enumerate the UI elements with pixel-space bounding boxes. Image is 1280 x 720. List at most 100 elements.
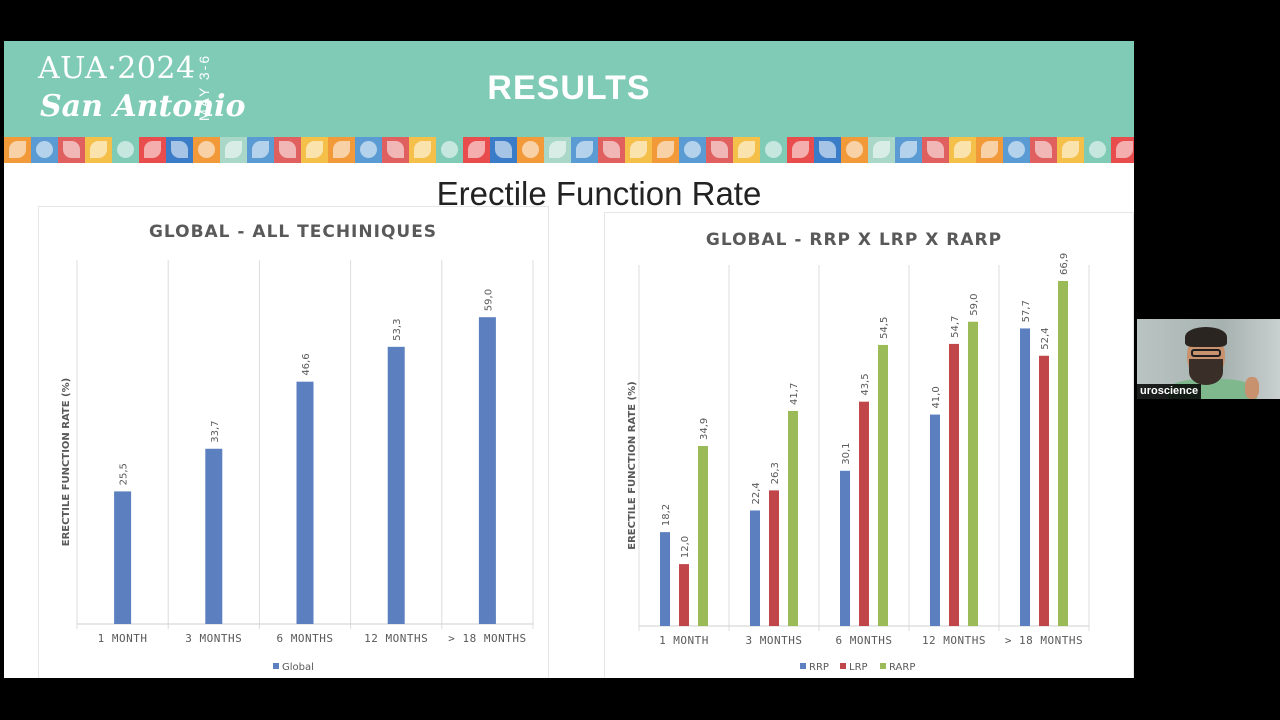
y-axis-label: ERECTILE FUNCTION RATE (%) — [627, 381, 638, 549]
x-tick-label: 12 MONTHS — [922, 634, 986, 647]
slide-title: RESULTS — [487, 69, 651, 107]
pattern-tile — [274, 137, 301, 163]
pattern-tile — [652, 137, 679, 163]
data-label: 26,3 — [770, 462, 781, 484]
pattern-tile — [706, 137, 733, 163]
glasses-icon — [1191, 349, 1221, 357]
y-axis-label: ERECTILE FUNCTION RATE (%) — [61, 378, 72, 546]
pattern-tile — [436, 137, 463, 163]
data-label: 53,3 — [392, 319, 403, 341]
x-tick-label: > 18 MONTHS — [1005, 634, 1083, 647]
pattern-tile — [463, 137, 490, 163]
header-banner: AUA·2024 San Antonio MAY 3-6 RESULTS — [4, 41, 1134, 137]
legend-entry: RARP — [889, 662, 915, 673]
bar-global-2 — [296, 381, 314, 624]
conference-logo: AUA·2024 — [38, 51, 196, 86]
data-label: 33,7 — [210, 420, 221, 442]
pattern-tile — [301, 137, 328, 163]
pattern-tile — [625, 137, 652, 163]
pattern-tile — [949, 137, 976, 163]
bar-rarp-3 — [968, 321, 978, 626]
chart-svg-global: GLOBAL - ALL TECHINIQUES ERECTILE FUNCTIO… — [61, 222, 534, 673]
legend-swatch — [880, 663, 886, 669]
data-label: 54,5 — [879, 317, 890, 339]
pattern-tile — [31, 137, 58, 163]
x-tick-label: 1 MONTH — [659, 634, 709, 647]
x-tick-label: 12 MONTHS — [364, 632, 428, 645]
pattern-tile — [490, 137, 517, 163]
pattern-tile — [85, 137, 112, 163]
webcam-name-label: uroscience — [1137, 384, 1202, 399]
bar-rarp-4 — [1058, 280, 1068, 626]
pattern-tile — [166, 137, 193, 163]
bar-rrp-1 — [750, 510, 760, 626]
x-tick-label: 6 MONTHS — [277, 632, 334, 645]
bar-lrp-4 — [1039, 355, 1049, 626]
data-label: 22,4 — [751, 482, 762, 504]
legend-entry: LRP — [849, 662, 868, 673]
bar-global-3 — [387, 346, 405, 624]
data-label: 46,6 — [301, 353, 312, 375]
bar-rarp-0 — [698, 446, 708, 626]
slide-subtitle: Erectile Function Rate — [436, 175, 762, 212]
data-label: 59,0 — [483, 289, 494, 311]
pattern-tile — [220, 137, 247, 163]
pattern-tile — [814, 137, 841, 163]
pattern-tile — [571, 137, 598, 163]
pattern-tile — [544, 137, 571, 163]
pattern-tile — [922, 137, 949, 163]
data-label: 43,5 — [860, 373, 871, 395]
data-label: 52,4 — [1040, 328, 1051, 350]
pattern-tile — [328, 137, 355, 163]
chart-global-all-techniques: GLOBAL - ALL TECHINIQUES ERECTILE FUNCTIO… — [38, 206, 549, 678]
pattern-tile — [355, 137, 382, 163]
pattern-tile — [679, 137, 706, 163]
bar-lrp-1 — [769, 490, 779, 626]
pattern-tile — [247, 137, 274, 163]
bar-lrp-2 — [859, 401, 869, 626]
pattern-tile — [1003, 137, 1030, 163]
conference-location: San Antonio — [40, 89, 246, 124]
pattern-tile — [409, 137, 436, 163]
data-label: 34,9 — [699, 418, 710, 440]
pattern-tile — [139, 137, 166, 163]
legend-swatch — [840, 663, 846, 669]
bar-lrp-0 — [679, 564, 689, 626]
bar-global-4 — [478, 317, 496, 624]
bar-lrp-3 — [949, 343, 959, 626]
data-label: 12,0 — [680, 536, 691, 558]
bar-rrp-4 — [1020, 328, 1030, 626]
pattern-tile — [517, 137, 544, 163]
chart-global-rrp-lrp-rarp: GLOBAL - RRP X LRP X RARP ERECTILE FUNCTI… — [604, 212, 1134, 678]
data-label: 41,0 — [931, 386, 942, 408]
data-label: 25,5 — [119, 463, 130, 485]
pattern-tile — [760, 137, 787, 163]
legend-swatch — [800, 663, 806, 669]
pattern-tile — [1057, 137, 1084, 163]
pattern-tile — [895, 137, 922, 163]
bar-rrp-3 — [930, 414, 940, 626]
x-tick-label: 3 MONTHS — [746, 634, 803, 647]
bar-rarp-2 — [878, 344, 888, 626]
webcam-video: uroscience — [1137, 319, 1280, 399]
chart-title: GLOBAL - RRP X LRP X RARP — [706, 230, 1002, 250]
pattern-tile — [193, 137, 220, 163]
bar-global-1 — [205, 448, 223, 624]
presentation-slide: AUA·2024 San Antonio MAY 3-6 RESULTS Ere… — [4, 41, 1134, 678]
data-label: 66,9 — [1059, 253, 1070, 275]
x-tick-label: 6 MONTHS — [836, 634, 893, 647]
pattern-tile — [868, 137, 895, 163]
pattern-tile — [4, 137, 31, 163]
data-label: 30,1 — [841, 443, 852, 465]
bar-rrp-0 — [660, 532, 670, 626]
data-label: 18,2 — [661, 504, 672, 526]
data-label: 59,0 — [969, 293, 980, 315]
pattern-tile — [112, 137, 139, 163]
pattern-tile — [1030, 137, 1057, 163]
legend-entry: Global — [282, 662, 314, 673]
bar-rrp-2 — [840, 470, 850, 626]
data-label: 41,7 — [789, 383, 800, 405]
pattern-tile — [787, 137, 814, 163]
legend-entry: RRP — [809, 662, 829, 673]
data-label: 57,7 — [1021, 300, 1032, 322]
